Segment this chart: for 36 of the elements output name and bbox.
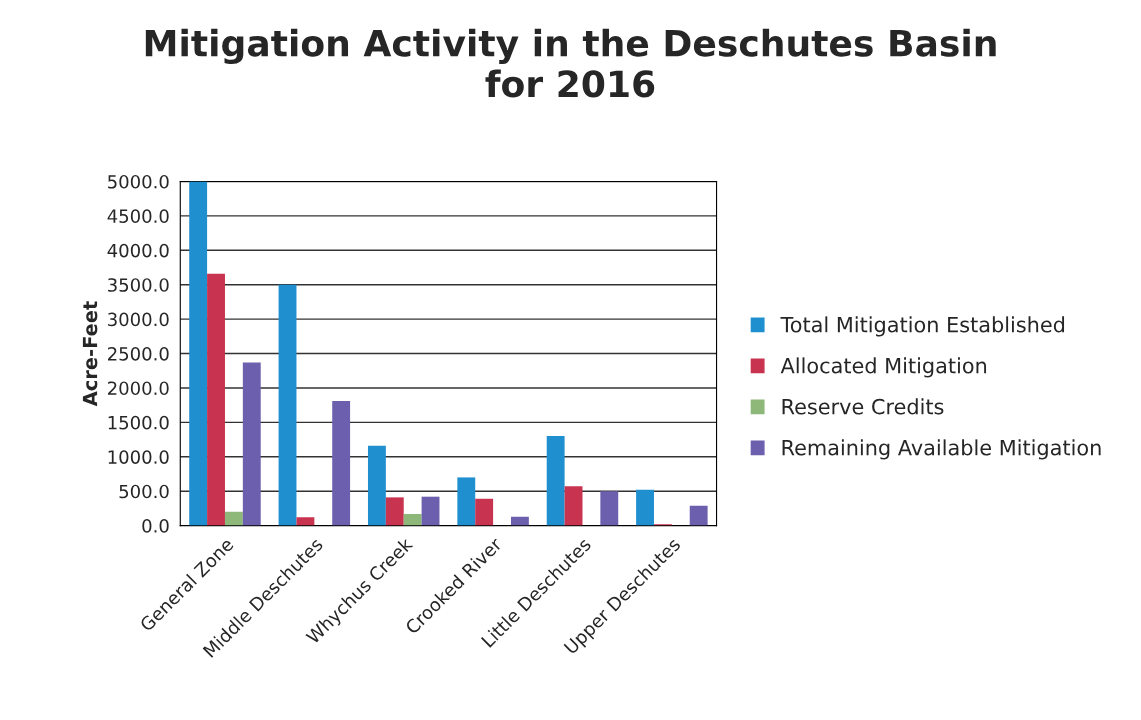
y-tick-label: 4000.0 bbox=[107, 243, 169, 258]
bar bbox=[457, 477, 476, 526]
y-axis-title: Acre-Feet bbox=[82, 301, 98, 407]
legend-label: Reserve Credits bbox=[782, 398, 944, 415]
bar bbox=[207, 273, 225, 526]
legend-label: Remaining Available Mitigation bbox=[782, 439, 1101, 460]
bar bbox=[242, 362, 261, 526]
y-tick-label: 2000.0 bbox=[108, 381, 169, 396]
bar bbox=[636, 489, 654, 526]
bar bbox=[510, 516, 529, 526]
y-tick-label: 5000.0 bbox=[108, 174, 169, 189]
y-tick-label: 1500.0 bbox=[108, 415, 169, 430]
bar bbox=[546, 436, 565, 526]
bar bbox=[278, 284, 297, 526]
bar bbox=[367, 445, 386, 526]
y-tick-label: 4500.0 bbox=[107, 209, 169, 223]
bar bbox=[564, 486, 583, 526]
legend-label: Allocated Mitigation bbox=[780, 357, 987, 378]
bar bbox=[189, 181, 208, 526]
chart-title: Mitigation Activity in the Deschutes Basin for 2016 bbox=[145, 28, 996, 98]
y-tick-label: 0.0 bbox=[142, 519, 169, 533]
bar bbox=[403, 513, 422, 526]
bar bbox=[600, 491, 619, 526]
y-tick-label: 2500.0 bbox=[108, 346, 169, 361]
bar bbox=[224, 511, 243, 526]
y-tick-label: 500.0 bbox=[119, 484, 169, 499]
bar bbox=[296, 517, 315, 526]
y-tick-label: 1000.0 bbox=[108, 450, 169, 464]
y-tick-label: 3000.0 bbox=[108, 312, 169, 327]
legend-label: Total Mitigation Established bbox=[780, 316, 1065, 337]
bar bbox=[475, 498, 494, 526]
bar bbox=[421, 496, 440, 526]
bar bbox=[689, 505, 708, 526]
y-tick-label: 3500.0 bbox=[108, 278, 169, 292]
bar bbox=[332, 401, 351, 526]
bar bbox=[385, 497, 404, 526]
